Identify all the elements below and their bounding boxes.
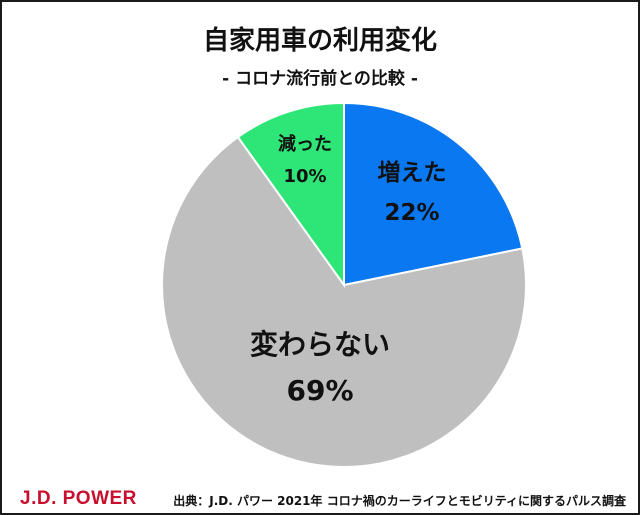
- chart-subtitle: - コロナ流行前との比較 -: [222, 69, 418, 89]
- chart-title: 自家用車の利用変化: [202, 26, 437, 56]
- slice-decreased: [236, 101, 345, 289]
- slice-increased-label: 増えた: [378, 159, 447, 186]
- slice-increased: [343, 101, 524, 287]
- slice-unchanged: [161, 135, 527, 468]
- slice-unchanged-value: 69%: [286, 374, 353, 407]
- source-note: 出典：J.D. パワー 2021年 コロナ禍のカーライフとモビリティに関するパル…: [173, 494, 626, 508]
- slice-decreased-label: 減った: [278, 133, 332, 155]
- brand-logo: J.D. POWER: [20, 488, 137, 509]
- slice-decreased-value: 10%: [283, 166, 326, 187]
- slice-unchanged-label: 変わらない: [250, 328, 390, 361]
- slice-increased-value: 22%: [384, 200, 439, 226]
